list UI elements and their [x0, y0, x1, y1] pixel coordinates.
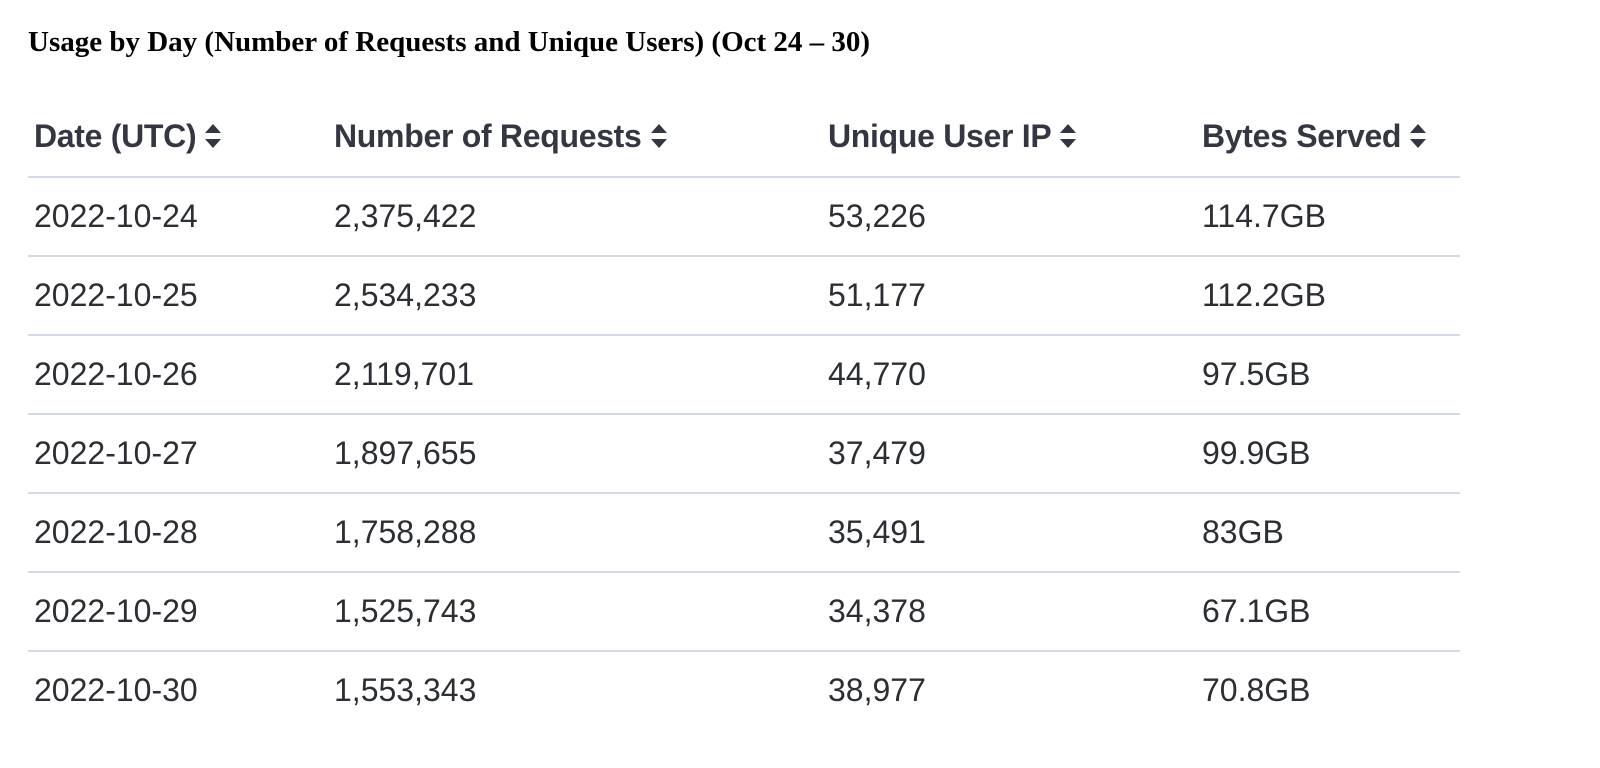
cell-date: 2022-10-29: [28, 572, 328, 652]
cell-requests: 1,553,343: [334, 672, 477, 708]
cell-bytes-served: 99.9GB: [1196, 414, 1460, 494]
cell-date: 2022-10-27: [28, 414, 328, 494]
column-header-bytes-served[interactable]: Bytes Served: [1196, 96, 1460, 178]
table-row: 2022-10-28 1,758,288 35,491 83GB: [28, 493, 1460, 573]
cell-unique-user-ip: 37,479: [822, 414, 1196, 494]
cell-bytes-served: 97.5GB: [1196, 335, 1460, 415]
cell-date: 2022-10-25: [28, 256, 328, 336]
table-row: 2022-10-29 1,525,743 34,378 67.1GB: [28, 572, 1460, 652]
cell-bytes-served: 112.2GB: [1196, 256, 1460, 336]
table-row: 2022-10-25 2,534,233 51,177 112.2GB: [28, 256, 1460, 336]
table-row: 2022-10-24 2,375,422 53,226 114.7GB: [28, 177, 1460, 257]
column-header-label: Unique User IP: [828, 117, 1052, 154]
table-row: 2022-10-27 1,897,655 37,479 99.9GB: [28, 414, 1460, 494]
cell-date: 2022-10-24: [28, 177, 328, 257]
cell-bytes-served: 83GB: [1196, 493, 1460, 573]
cell-requests: 2,534,233: [328, 256, 822, 336]
cell-requests: 1,758,288: [328, 493, 822, 573]
cell-unique-user-ip: 34,378: [822, 572, 1196, 652]
cell-bytes-served: 114.7GB: [1196, 177, 1460, 257]
column-header-label: Number of Requests: [334, 117, 642, 154]
cell-unique-user-ip: 51,177: [822, 256, 1196, 336]
cell-date: 2022-10-26: [28, 335, 328, 415]
sort-icon[interactable]: [1408, 122, 1428, 150]
column-header-unique-user-ip[interactable]: Unique User IP: [822, 96, 1196, 178]
cell-unique-user-ip: 38,977: [828, 672, 926, 708]
cell-bytes-served: 70.8GB: [1202, 672, 1311, 708]
cell-requests: 2,119,701: [328, 335, 822, 415]
table-header-row: Date (UTC) Number of Requests Unique Use…: [28, 96, 1460, 178]
usage-table: Date (UTC) Number of Requests Unique Use…: [28, 96, 1460, 729]
page-title: Usage by Day (Number of Requests and Uni…: [28, 26, 871, 58]
sort-icon[interactable]: [649, 122, 669, 150]
cell-requests: 1,897,655: [328, 414, 822, 494]
cell-requests: 2,375,422: [328, 177, 822, 257]
cell-unique-user-ip: 53,226: [822, 177, 1196, 257]
table-row: 2022-10-26 2,119,701 44,770 97.5GB: [28, 335, 1460, 415]
column-header-label: Bytes Served: [1202, 117, 1402, 154]
sort-icon[interactable]: [203, 122, 223, 150]
cell-date: 2022-10-28: [28, 493, 328, 573]
sort-icon[interactable]: [1058, 122, 1078, 150]
table-row: 2022-10-30 1,553,343 38,977 70.8GB: [28, 651, 1460, 729]
cell-bytes-served: 67.1GB: [1196, 572, 1460, 652]
column-header-number-of-requests[interactable]: Number of Requests: [328, 96, 822, 178]
column-header-label: Date (UTC): [34, 117, 197, 154]
cell-requests: 1,525,743: [328, 572, 822, 652]
cell-date: 2022-10-30: [34, 672, 198, 708]
column-header-date[interactable]: Date (UTC): [28, 96, 328, 178]
cell-unique-user-ip: 44,770: [822, 335, 1196, 415]
cell-unique-user-ip: 35,491: [822, 493, 1196, 573]
